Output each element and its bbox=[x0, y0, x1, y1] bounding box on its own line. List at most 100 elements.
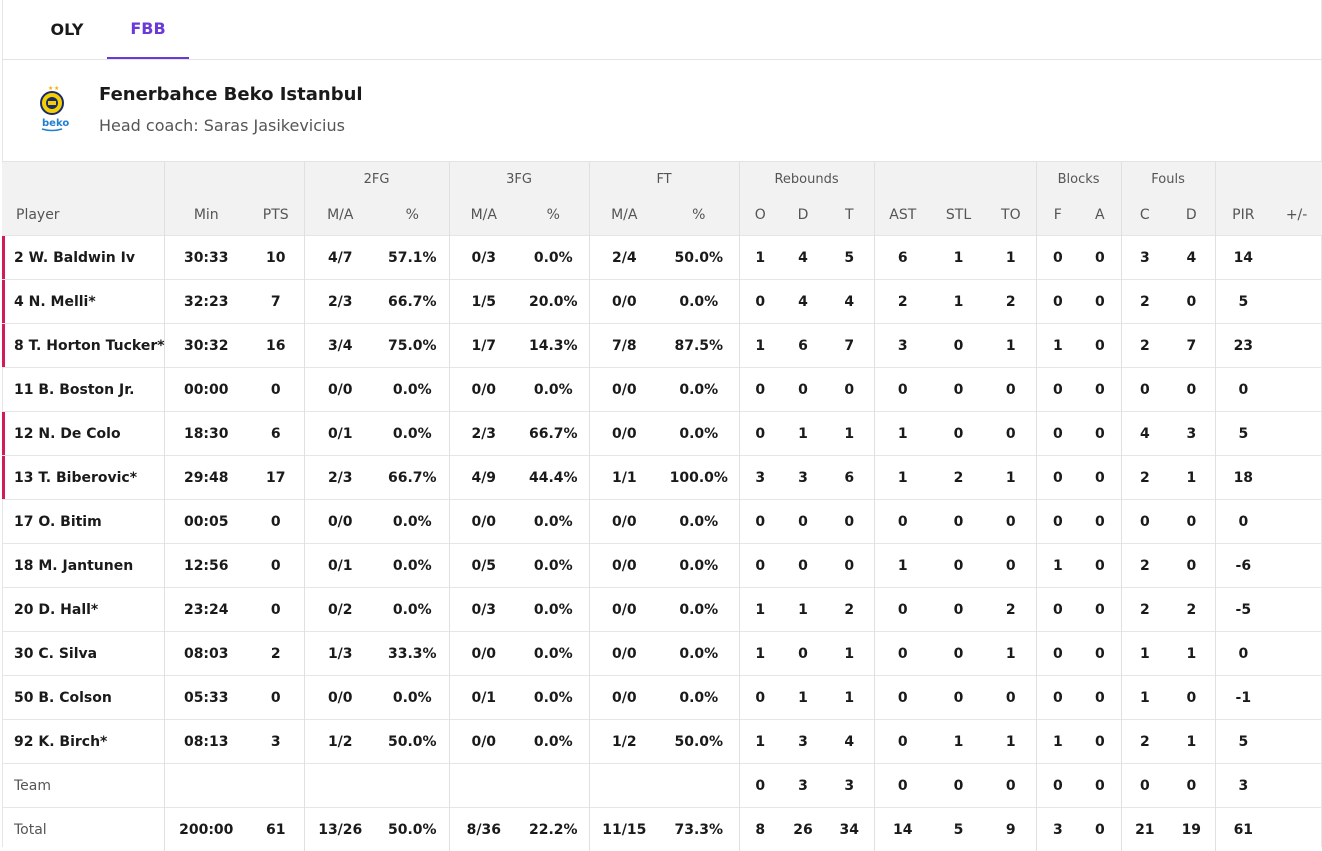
tab-oly[interactable]: OLY bbox=[26, 0, 108, 59]
stat-ft-pct: 0.0% bbox=[659, 280, 739, 324]
group-fouls: Fouls bbox=[1121, 162, 1215, 194]
stat-pts: 10 bbox=[248, 236, 304, 280]
stat-blk-a: 0 bbox=[1079, 588, 1121, 632]
stat-pts: 7 bbox=[248, 280, 304, 324]
stat-2fg-pct bbox=[376, 764, 449, 808]
player-name[interactable]: 2 W. Baldwin Iv bbox=[2, 236, 164, 280]
team-logo: ★ ★ beko bbox=[36, 84, 70, 132]
stat-pts: 6 bbox=[248, 412, 304, 456]
stat-reb-d: 4 bbox=[781, 236, 825, 280]
stat-to: 1 bbox=[986, 324, 1036, 368]
stat-pir: -6 bbox=[1215, 544, 1271, 588]
player-name[interactable]: 50 B. Colson bbox=[2, 676, 164, 720]
stat-to: 2 bbox=[986, 280, 1036, 324]
stat-reb-o: 8 bbox=[739, 808, 781, 851]
stat-3fg-pct: 14.3% bbox=[518, 324, 589, 368]
stat-ft-pct bbox=[659, 764, 739, 808]
player-name[interactable]: 4 N. Melli* bbox=[2, 280, 164, 324]
stat-min: 00:05 bbox=[164, 500, 248, 544]
stat-min: 05:33 bbox=[164, 676, 248, 720]
player-name[interactable]: 12 N. De Colo bbox=[2, 412, 164, 456]
stat-ft-pct: 0.0% bbox=[659, 544, 739, 588]
stat-2fg-ma: 0/1 bbox=[304, 544, 376, 588]
stat-plus-minus bbox=[1271, 324, 1322, 368]
stat-to: 9 bbox=[986, 808, 1036, 851]
stat-pts: 0 bbox=[248, 676, 304, 720]
stat-plus-minus bbox=[1271, 632, 1322, 676]
stat-fouls-c: 3 bbox=[1121, 236, 1168, 280]
col-2fg-pct: % bbox=[376, 194, 449, 236]
tab-fbb[interactable]: FBB bbox=[107, 0, 189, 59]
stat-to: 0 bbox=[986, 764, 1036, 808]
stat-ft-pct: 50.0% bbox=[659, 720, 739, 764]
stat-min: 18:30 bbox=[164, 412, 248, 456]
player-name[interactable]: 92 K. Birch* bbox=[2, 720, 164, 764]
stat-min bbox=[164, 764, 248, 808]
stat-min: 08:13 bbox=[164, 720, 248, 764]
stat-blk-f: 0 bbox=[1036, 412, 1079, 456]
stat-2fg-pct: 50.0% bbox=[376, 720, 449, 764]
stat-stl: 0 bbox=[931, 500, 986, 544]
stat-blk-a: 0 bbox=[1079, 324, 1121, 368]
stat-3fg-ma: 0/0 bbox=[449, 368, 518, 412]
stat-blk-a: 0 bbox=[1079, 236, 1121, 280]
player-name[interactable]: 11 B. Boston Jr. bbox=[2, 368, 164, 412]
stat-pts: 3 bbox=[248, 720, 304, 764]
stat-blk-f: 0 bbox=[1036, 676, 1079, 720]
stat-fouls-d: 0 bbox=[1168, 676, 1215, 720]
stat-3fg-pct: 20.0% bbox=[518, 280, 589, 324]
stat-min: 29:48 bbox=[164, 456, 248, 500]
stat-3fg-pct: 44.4% bbox=[518, 456, 589, 500]
stat-ft-ma: 0/0 bbox=[589, 500, 659, 544]
stat-stl: 0 bbox=[931, 676, 986, 720]
stat-stl: 0 bbox=[931, 324, 986, 368]
col-blk-a: A bbox=[1079, 194, 1121, 236]
stat-3fg-ma: 1/7 bbox=[449, 324, 518, 368]
stat-2fg-ma: 4/7 bbox=[304, 236, 376, 280]
stat-blk-a: 0 bbox=[1079, 456, 1121, 500]
stat-blk-f: 0 bbox=[1036, 280, 1079, 324]
stat-blk-f: 0 bbox=[1036, 500, 1079, 544]
stat-plus-minus bbox=[1271, 676, 1322, 720]
player-name[interactable]: 30 C. Silva bbox=[2, 632, 164, 676]
col-min: Min bbox=[164, 194, 248, 236]
stat-pts: 0 bbox=[248, 588, 304, 632]
stat-ast: 3 bbox=[874, 324, 931, 368]
stat-pts bbox=[248, 764, 304, 808]
stat-pts: 0 bbox=[248, 544, 304, 588]
player-name[interactable]: 20 D. Hall* bbox=[2, 588, 164, 632]
col-2fg-ma: M/A bbox=[304, 194, 376, 236]
player-name[interactable]: 17 O. Bitim bbox=[2, 500, 164, 544]
stat-3fg-pct: 0.0% bbox=[518, 368, 589, 412]
stat-blk-f: 1 bbox=[1036, 324, 1079, 368]
stat-pir: 0 bbox=[1215, 500, 1271, 544]
stat-stl: 1 bbox=[931, 720, 986, 764]
stat-ft-ma: 0/0 bbox=[589, 544, 659, 588]
stat-blk-a: 0 bbox=[1079, 676, 1121, 720]
player-name[interactable]: 8 T. Horton Tucker* bbox=[2, 324, 164, 368]
stat-fouls-d: 4 bbox=[1168, 236, 1215, 280]
stat-min: 30:32 bbox=[164, 324, 248, 368]
player-name: Team bbox=[2, 764, 164, 808]
stat-pir: 23 bbox=[1215, 324, 1271, 368]
stat-min: 00:00 bbox=[164, 368, 248, 412]
player-name[interactable]: 18 M. Jantunen bbox=[2, 544, 164, 588]
stat-reb-o: 0 bbox=[739, 500, 781, 544]
col-fouls-d: D bbox=[1168, 194, 1215, 236]
stat-pir: -1 bbox=[1215, 676, 1271, 720]
stat-2fg-pct: 33.3% bbox=[376, 632, 449, 676]
stat-reb-t: 5 bbox=[825, 236, 874, 280]
stat-reb-t: 4 bbox=[825, 280, 874, 324]
stat-pts: 17 bbox=[248, 456, 304, 500]
stat-fouls-c: 0 bbox=[1121, 500, 1168, 544]
stat-ft-pct: 0.0% bbox=[659, 412, 739, 456]
stat-reb-d: 0 bbox=[781, 544, 825, 588]
stat-reb-t: 1 bbox=[825, 632, 874, 676]
stat-3fg-pct: 0.0% bbox=[518, 632, 589, 676]
player-name[interactable]: 13 T. Biberovic* bbox=[2, 456, 164, 500]
